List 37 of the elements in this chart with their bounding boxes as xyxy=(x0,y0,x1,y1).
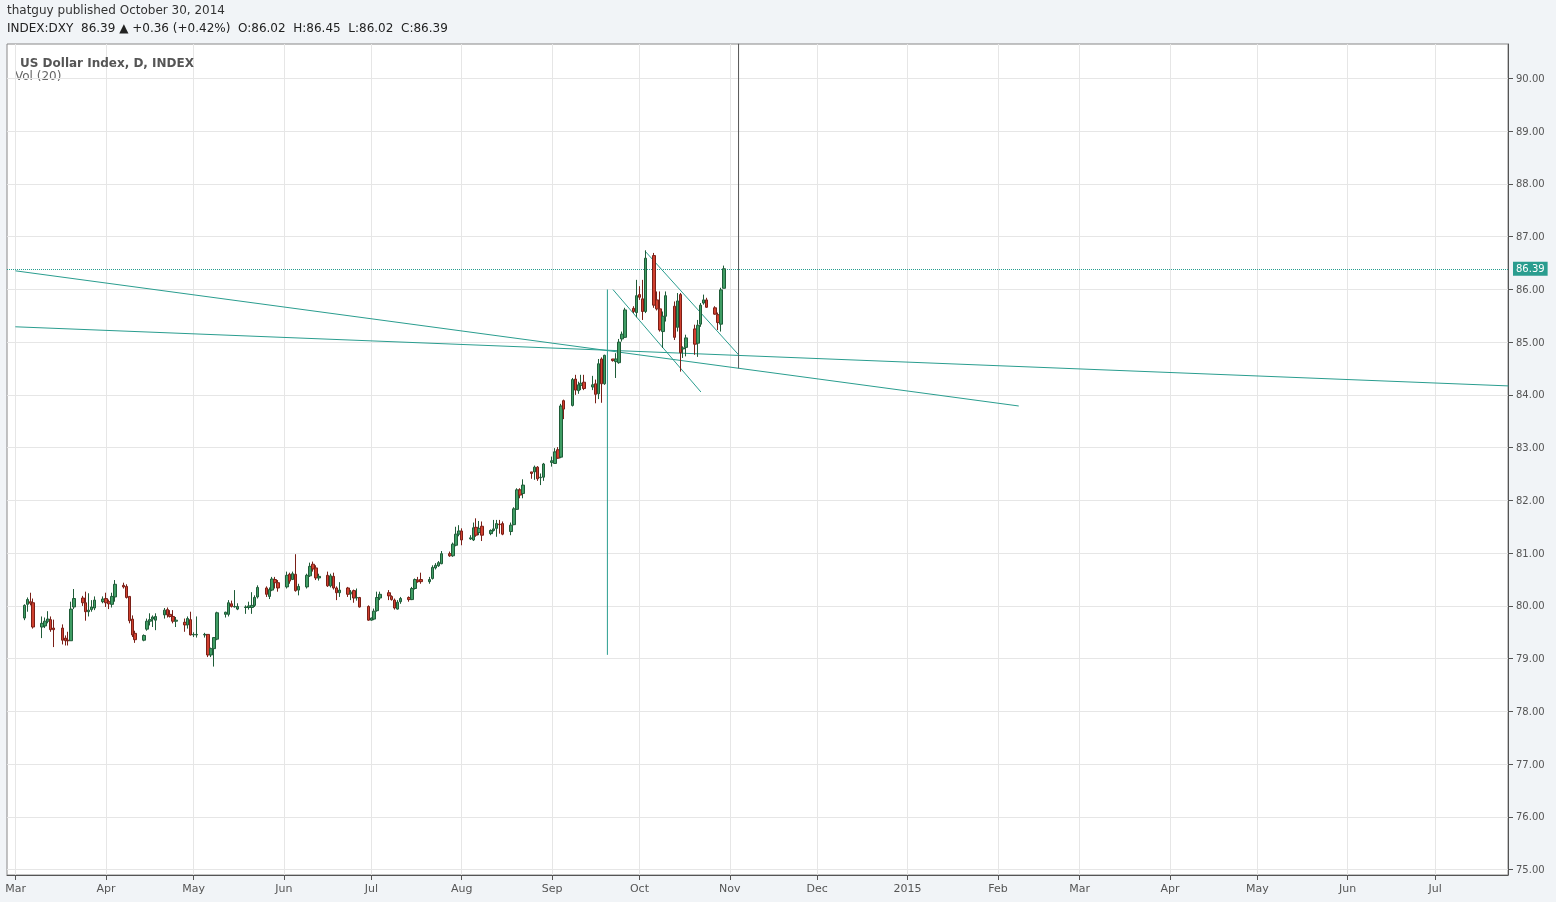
ref-line-label: 86.39 xyxy=(1516,263,1545,275)
text: thatguy published October 30, 2014 xyxy=(7,3,225,17)
text: INDEX:DXY 86.39 ▲ +0.36 (+0.42%) O:86.02 H:86.45 L:86.02 C:86.39 xyxy=(7,21,448,35)
x-tick-label: May xyxy=(182,882,206,895)
y-tick-label: 82.00 xyxy=(1516,494,1545,506)
x-tick-label: Sep xyxy=(541,882,563,895)
y-tick-label: 76.00 xyxy=(1516,811,1545,823)
y-tick-label: 88.00 xyxy=(1516,178,1545,190)
x-tick-label: Feb xyxy=(988,882,1008,895)
x-tick-label: Apr xyxy=(96,882,117,895)
x-tick-label: Apr xyxy=(1160,882,1180,895)
y-tick-label: 86.00 xyxy=(1516,283,1545,295)
x-tick-label: Mar xyxy=(1069,882,1091,895)
x-tick-label: Aug xyxy=(450,882,473,895)
x-tick-label: Mar xyxy=(5,882,27,895)
y-tick-label: 85.00 xyxy=(1516,336,1545,348)
y-tick-label: 83.00 xyxy=(1516,442,1545,454)
y-tick-label: 81.00 xyxy=(1516,547,1545,559)
y-tick-label: 87.00 xyxy=(1516,231,1545,243)
x-tick-label: 2015 xyxy=(893,882,922,895)
x-tick-label: Jul xyxy=(1427,882,1442,895)
y-tick-label: 80.00 xyxy=(1516,600,1545,612)
x-tick-label: Oct xyxy=(629,882,650,895)
y-tick-label: 84.00 xyxy=(1516,389,1545,401)
x-tick-label: Nov xyxy=(719,882,742,895)
x-tick-label: Dec xyxy=(806,882,828,895)
x-tick-label: Jun xyxy=(274,882,293,895)
y-tick-label: 90.00 xyxy=(1516,72,1545,84)
y-tick-label: 75.00 xyxy=(1516,864,1545,876)
text: US Dollar Index, D, INDEX xyxy=(20,56,195,70)
y-tick-label: 77.00 xyxy=(1516,758,1545,770)
y-tick-label: 89.00 xyxy=(1516,125,1545,137)
y-tick-label: 79.00 xyxy=(1516,653,1545,665)
x-tick-label: May xyxy=(1245,882,1270,895)
x-tick-label: Jul xyxy=(363,882,378,895)
y-tick-label: 78.00 xyxy=(1516,705,1545,717)
x-tick-label: Jun xyxy=(1338,882,1357,895)
